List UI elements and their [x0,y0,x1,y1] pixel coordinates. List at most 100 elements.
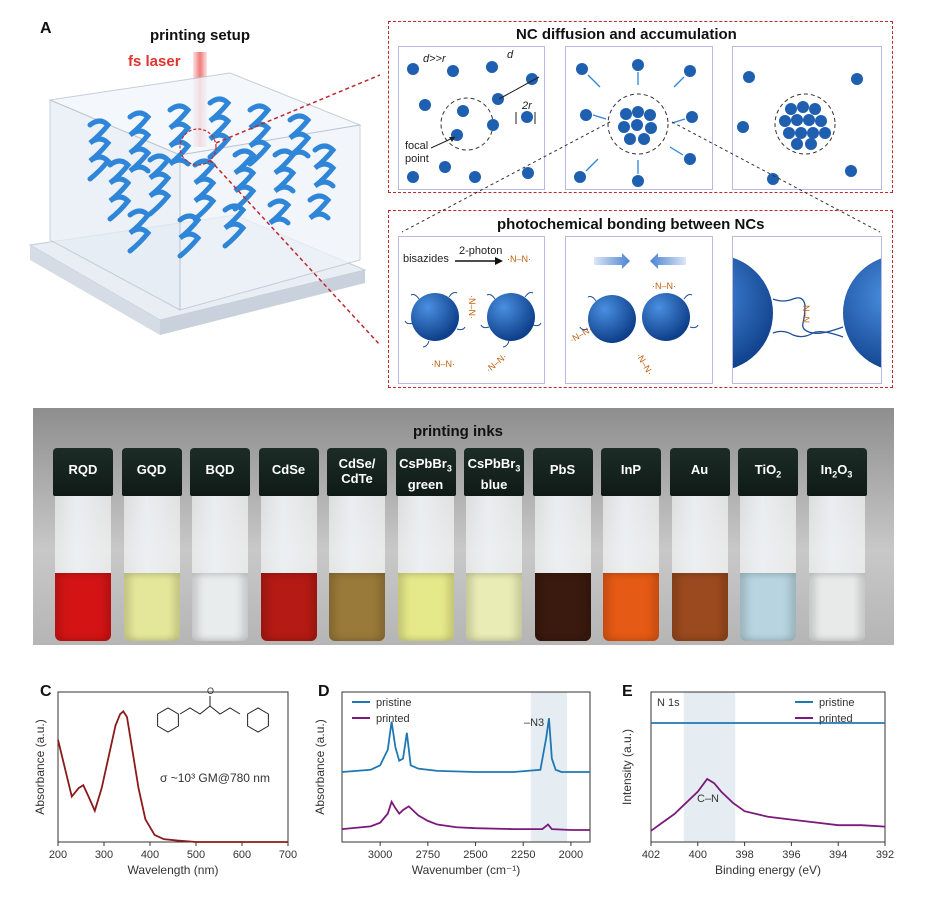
y-axis-label: Absorbance (a.u.) [313,719,327,814]
vial-cap: RQD [53,448,113,496]
spectrum-pristine [341,718,590,773]
vial-glass [808,496,865,641]
y-axis-label: Intensity (a.u.) [620,729,634,805]
vial-label: CsPbBr3 green [396,456,456,492]
vial-label-line1: TiO2 [754,462,782,480]
x-tick-label: 200 [49,849,67,861]
x-tick-label: 300 [95,849,113,861]
chart-e: 402 400 398 396 394 392 N 1s pristine printed C–N… [620,691,894,877]
vial-glass [329,496,385,641]
vial-label: InP [601,462,661,477]
azide-highlight-band [530,692,568,842]
benzene-ring [247,707,269,733]
vial-cap: TiO2 [738,448,798,496]
x-tick-label: 2750 [416,849,440,861]
vial-label: TiO2 [738,462,798,483]
two-photon-label: 2-photon [459,245,503,257]
vial-label-line1: GQD [136,462,167,477]
vial-liquid [671,573,728,641]
d-label: d [507,49,514,61]
svg-text:·N–N·: ·N–N· [568,324,594,345]
vial-cap: GQD [121,448,182,496]
vial-cap: In2O3 [806,448,867,496]
diffusion-box [388,21,893,193]
vial-glass [740,496,796,641]
oxygen-atom: O [207,686,214,696]
vial-glass [671,496,728,641]
vial-label-line1: BQD [205,462,235,477]
vial-cap: InP [601,448,661,496]
x-tick-label: 398 [735,849,753,861]
vial-glass [466,496,522,641]
diffusion-stage-2 [565,46,713,190]
cn-label: C–N [697,793,719,805]
vial-liquid [55,573,111,641]
bisazides-label: bisazides [403,253,449,265]
legend-label-printed: printed [376,713,410,725]
printing-inks-title: printing inks [413,423,503,440]
vial-label-line1: CdSe/ [338,456,376,471]
vials-photo: printing inks RQD GQD BQD CdSe CdSe/CdTe CsPb… [33,408,894,645]
printing-setup-title: printing setup [150,27,250,44]
vial-cap: CdSe/CdTe [327,448,387,496]
vial-liquid [192,573,248,641]
vial-glass [397,496,454,641]
plot-frame [650,691,886,843]
diffusion-stage-1: d>>r d 2r focal point [398,46,545,190]
fs-laser-label: fs laser [128,53,181,70]
vial-liquid [123,573,180,641]
d-gg-r-label: d>>r [423,53,446,65]
benzene-ring [157,707,179,733]
vial-label-line2: blue [480,476,508,492]
panel-d-letter: D [318,683,330,700]
plot-frame [341,691,591,843]
panel-c-letter: C [40,683,52,700]
x-tick-label: 2250 [511,849,535,861]
spectrum-printed [341,799,590,831]
vial-glass [260,496,317,641]
vial-label-line1: CsPbBr3 [399,456,452,474]
vial-liquid [534,573,591,641]
vial-liquid [603,573,659,641]
vial-cap: BQD [190,448,250,496]
x-tick-label: 392 [876,849,894,861]
svg-text:·N–N·: ·N–N· [467,295,477,319]
plot-frame [57,691,289,843]
printing-setup-illustration [28,72,380,346]
y-axis-label: Absorbance (a.u.) [33,719,47,814]
n1s-label: N 1s [657,697,680,709]
svg-text:N–N: N–N [801,305,811,323]
vial-label: Au [670,462,730,477]
vial-cap: CsPbBr3 blue [464,448,524,496]
vial-label-line1: InP [620,462,642,477]
x-tick-label: 2500 [463,849,487,861]
diffusion-title: NC diffusion and accumulation [516,26,737,43]
dienone-chain [179,705,241,715]
absorbance-curve [57,709,288,843]
x-tick-label: 600 [233,849,251,861]
vial-label-line1: Au [690,462,709,477]
vial-label-line1: RQD [68,462,98,477]
svg-text:·N–N·: ·N–N· [652,281,676,291]
x-tick-label: 3000 [368,849,392,861]
vial-label: BQD [190,462,250,477]
vial-label: CdSe [259,462,319,477]
x-tick-label: 700 [279,849,297,861]
chart-c: 200 300 400 500 600 700 Wavelength (nm) Absorba… [33,686,297,877]
bonding-stage-3: N–N [732,236,882,384]
legend-label-printed: printed [819,713,853,725]
vial-label-line1: PbS [549,462,576,477]
vial-liquid [397,573,454,641]
x-axis-label: Wavenumber (cm⁻¹) [412,863,521,877]
vial-label: In2O3 [807,462,867,483]
bonding-stage-1: ·N–N· ·N–N· ·N–N· bisazides 2-photon ·N–… [398,236,545,384]
vial-label-line1: In2O3 [820,462,853,480]
legend-label-pristine: pristine [819,697,854,709]
xps-printed [650,777,886,832]
vial-label: RQD [53,462,113,477]
diffusion-stage-3 [732,46,882,190]
vial-glass [603,496,659,641]
x-tick-label: 400 [689,849,707,861]
vial-label-line2: green [407,476,444,492]
vial-glass [123,496,180,641]
